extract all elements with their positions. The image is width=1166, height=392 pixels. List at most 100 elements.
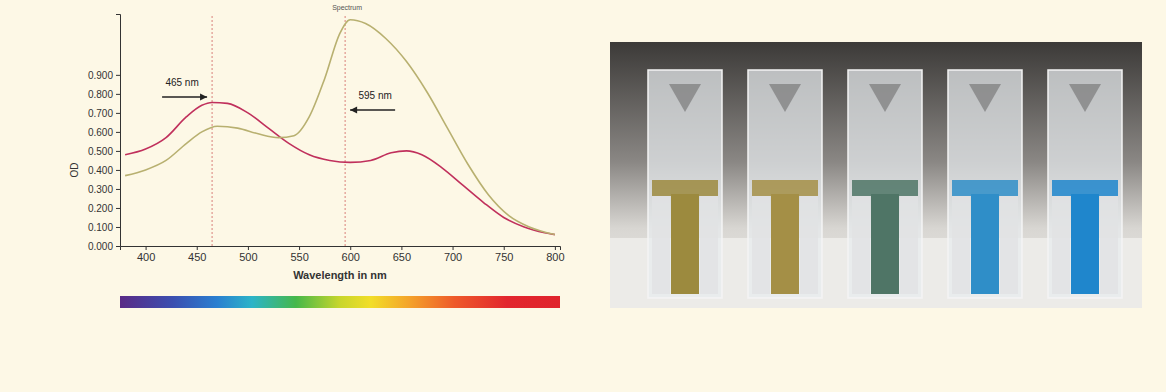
tick: 0.800 xyxy=(88,89,120,100)
tick-label: 800 xyxy=(546,251,564,263)
tick-label: 0.600 xyxy=(88,127,113,138)
cuvette-photo xyxy=(610,42,1142,308)
liquid xyxy=(871,194,899,294)
arrow-head xyxy=(200,94,207,101)
tick-mark xyxy=(116,208,120,209)
tick: 700 xyxy=(444,246,462,263)
axis-line xyxy=(116,15,121,247)
tick-mark xyxy=(116,189,120,190)
cuvette-body xyxy=(748,70,822,298)
tick: 0.500 xyxy=(88,146,120,157)
cuvette xyxy=(1048,70,1122,298)
tick-mark xyxy=(555,246,556,250)
cuvette-notch xyxy=(869,84,901,112)
tick-mark xyxy=(401,246,402,250)
tick: 0.200 xyxy=(88,203,120,214)
cuvette-notch xyxy=(1069,84,1101,112)
tick-mark xyxy=(116,94,120,95)
tick: 650 xyxy=(393,246,411,263)
cuvette-notch xyxy=(769,84,801,112)
spectrum-bar xyxy=(120,296,560,308)
background xyxy=(0,0,1166,392)
tick: 0.000 xyxy=(88,241,120,252)
cuvette xyxy=(648,70,722,298)
cuvette-wall xyxy=(1000,196,1018,294)
tick-mark xyxy=(248,246,249,250)
cuvette-wall xyxy=(1052,196,1070,294)
cuvette xyxy=(848,70,922,298)
x-axis: 400 450 500 550 600 650 700 750 800 xyxy=(121,246,565,263)
tick: 0.400 xyxy=(88,165,120,176)
axis-line xyxy=(121,247,561,251)
cuvette-wall xyxy=(852,196,870,294)
liquid-top xyxy=(852,180,918,196)
tick-label: 0.200 xyxy=(88,203,113,214)
tick: 0.100 xyxy=(88,222,120,233)
cuvette-body xyxy=(648,70,722,298)
tick-mark xyxy=(453,246,454,250)
tick: 400 xyxy=(137,246,155,263)
canvas: 0.000 0.100 0.200 0.300 0.400 0.500 0.600 0.700… xyxy=(0,0,1166,392)
cuvette-wall xyxy=(1100,196,1118,294)
cuvette-wall xyxy=(700,196,718,294)
tick: 0.700 xyxy=(88,108,120,119)
tick-mark xyxy=(116,113,120,114)
tick-mark xyxy=(299,246,300,250)
tick-mark xyxy=(116,75,120,76)
liquid-top xyxy=(952,180,1018,196)
cuvette-wall xyxy=(652,196,670,294)
chart-title: Spectrum xyxy=(332,4,362,12)
liquid-top xyxy=(652,180,718,196)
tick-label: 0.700 xyxy=(88,108,113,119)
tick-label: 550 xyxy=(290,251,308,263)
tick-mark xyxy=(116,151,120,152)
tick-label: 400 xyxy=(137,251,155,263)
tick-mark xyxy=(116,170,120,171)
y-axis-title: OD xyxy=(69,163,80,178)
tick-label: 0.000 xyxy=(88,241,113,252)
annotations: 465 nm595 nm xyxy=(162,77,395,114)
y-axis: 0.000 0.100 0.200 0.300 0.400 0.500 0.600 0.700… xyxy=(88,15,121,252)
tick-mark xyxy=(350,246,351,250)
tick: 500 xyxy=(239,246,257,263)
spectrum-line xyxy=(125,102,555,234)
cuvette xyxy=(948,70,1022,298)
tick-mark xyxy=(116,132,120,133)
tick-label: 0.300 xyxy=(88,184,113,195)
tick-mark xyxy=(116,246,120,247)
tick-label: 500 xyxy=(239,251,257,263)
tick: 600 xyxy=(342,246,360,263)
annotation-label: 595 nm xyxy=(358,90,391,101)
tick-label: 0.400 xyxy=(88,165,113,176)
tick: 0.600 xyxy=(88,127,120,138)
marker-line xyxy=(345,14,346,246)
tick-mark xyxy=(197,246,198,250)
cuvette-notch xyxy=(669,84,701,112)
tick-mark xyxy=(116,227,120,228)
cuvette-notch xyxy=(969,84,1001,112)
tick-label: 650 xyxy=(393,251,411,263)
cuvette-wall xyxy=(900,196,918,294)
cuvette-wall xyxy=(752,196,770,294)
tick-label: 750 xyxy=(495,251,513,263)
tick: 750 xyxy=(495,246,513,263)
spectrum-line xyxy=(125,20,555,235)
plot-area xyxy=(125,14,555,246)
tick-label: 0.500 xyxy=(88,146,113,157)
cuvette-body xyxy=(1048,70,1122,298)
tick: 550 xyxy=(290,246,308,263)
liquid xyxy=(971,194,999,294)
tick-label: 0.100 xyxy=(88,222,113,233)
cuvette-body xyxy=(948,70,1022,298)
tick: 0.300 xyxy=(88,184,120,195)
liquid-top xyxy=(752,180,818,196)
liquid xyxy=(671,194,699,294)
arrow-head xyxy=(350,107,357,114)
tick-label: 0.900 xyxy=(88,70,113,81)
cuvette-wall xyxy=(952,196,970,294)
tick-label: 450 xyxy=(188,251,206,263)
tick: 450 xyxy=(188,246,206,263)
cuvette-body xyxy=(848,70,922,298)
marker-line xyxy=(212,14,213,246)
tick-mark xyxy=(146,246,147,250)
